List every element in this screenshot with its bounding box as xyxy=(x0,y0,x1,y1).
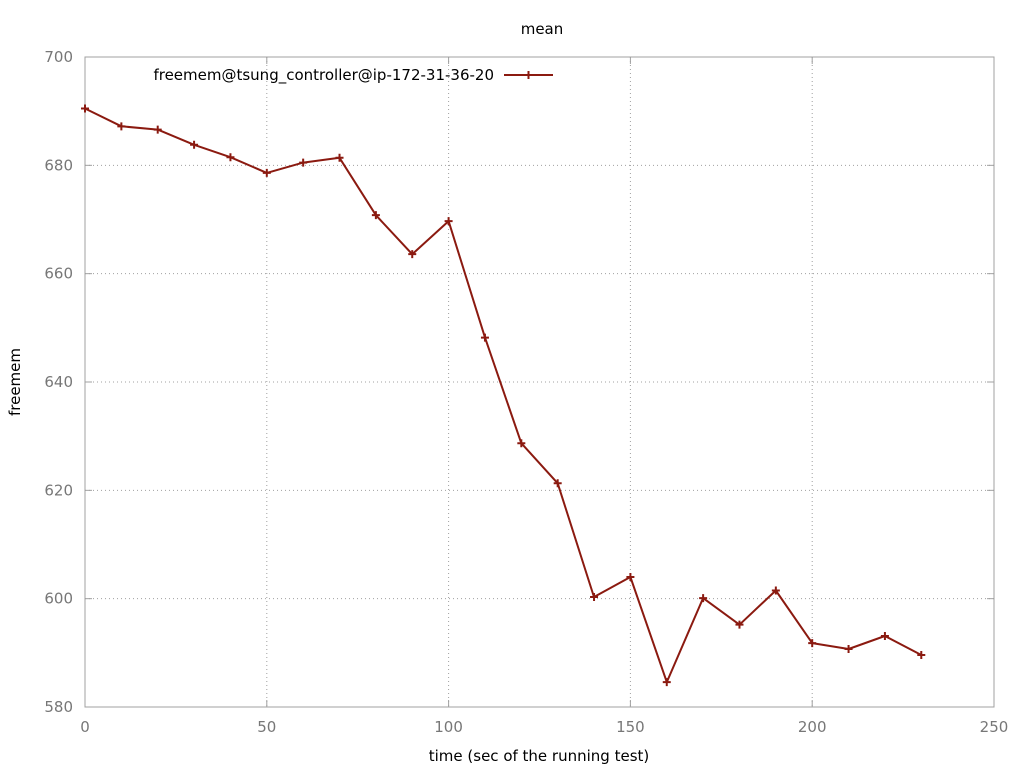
data-point-marker xyxy=(153,125,162,134)
data-point-marker xyxy=(844,645,853,654)
legend-label: freemem@tsung_controller@ip-172-31-36-20 xyxy=(153,66,494,85)
grid-layer xyxy=(85,57,994,707)
x-axis-title: time (sec of the running test) xyxy=(429,747,650,765)
data-point-marker xyxy=(917,651,926,659)
data-point-marker xyxy=(226,153,235,162)
legend: freemem@tsung_controller@ip-172-31-36-20 xyxy=(153,66,553,85)
data-point-marker xyxy=(771,586,780,595)
data-point-marker xyxy=(371,211,380,220)
data-point-marker xyxy=(81,104,89,113)
series-layer xyxy=(81,104,926,687)
y-tick-label: 680 xyxy=(44,156,73,174)
legend-marker xyxy=(524,71,533,79)
chart-title: mean xyxy=(521,20,564,38)
x-tick-label: 50 xyxy=(257,718,276,736)
y-tick-label: 700 xyxy=(44,48,73,66)
x-tick-label: 200 xyxy=(798,718,827,736)
data-point-marker xyxy=(262,168,271,177)
data-point-marker xyxy=(808,639,817,648)
data-point-marker xyxy=(517,439,526,448)
y-tick-label: 620 xyxy=(44,481,73,499)
data-point-marker xyxy=(553,479,562,488)
y-tick-label: 580 xyxy=(44,698,73,716)
data-point-marker xyxy=(408,250,417,259)
data-point-marker xyxy=(335,153,344,162)
data-point-marker xyxy=(299,158,308,167)
series-line xyxy=(84,107,922,684)
data-point-marker xyxy=(626,573,635,581)
data-point-marker xyxy=(735,620,744,629)
data-point-marker xyxy=(190,140,199,149)
y-tick-label: 660 xyxy=(44,265,73,283)
y-tick-label: 640 xyxy=(44,373,73,391)
data-point-marker xyxy=(480,333,489,342)
y-axis-title: freemem xyxy=(6,348,24,416)
data-point-marker xyxy=(880,632,889,641)
data-point-marker xyxy=(444,217,453,226)
data-point-marker xyxy=(117,122,126,131)
x-tick-label: 0 xyxy=(80,718,90,736)
x-tick-label: 100 xyxy=(434,718,463,736)
tick-labels: 580 600 620 640 660 680 700 0 50 100 150 200 250 xyxy=(44,48,1008,736)
y-tick-label: 600 xyxy=(44,590,73,608)
data-point-marker xyxy=(662,678,671,687)
data-point-marker xyxy=(699,594,708,603)
x-tick-label: 250 xyxy=(980,718,1009,736)
data-point-marker xyxy=(590,593,599,602)
x-tick-label: 150 xyxy=(616,718,645,736)
